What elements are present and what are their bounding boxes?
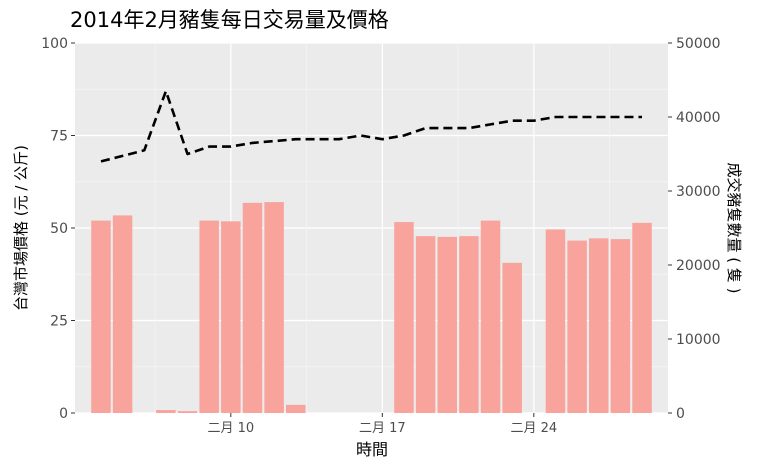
- right-tick-label: 0: [676, 406, 685, 422]
- x-tick-label: 二月 24: [510, 421, 557, 436]
- x-tick-label: 二月 17: [359, 421, 406, 436]
- bar: [632, 222, 652, 413]
- right-tick-label: 20000: [676, 258, 721, 274]
- bar: [437, 236, 457, 413]
- chart-title: 2014年2月豬隻每日交易量及價格: [70, 8, 389, 32]
- bar: [589, 238, 609, 413]
- bar: [286, 404, 306, 413]
- right-y-axis: 0 10000 20000 30000 40000 50000: [668, 36, 721, 422]
- bar: [415, 236, 436, 413]
- right-tick-label: 30000: [676, 184, 721, 200]
- bar: [242, 202, 263, 413]
- left-y-axis-label: 台灣市場價格 (元 / 公斤): [12, 145, 30, 311]
- x-tick-label: 二月 10: [207, 421, 254, 436]
- left-tick-label: 0: [59, 406, 68, 422]
- x-axis: 二月 10 二月 17 二月 24: [207, 413, 557, 436]
- left-y-axis: 0 25 50 75 100: [41, 36, 75, 422]
- x-axis-label: 時間: [356, 440, 388, 459]
- left-tick-label: 50: [50, 221, 68, 237]
- bar: [394, 222, 414, 413]
- left-tick-label: 25: [50, 314, 68, 330]
- bar: [545, 229, 566, 413]
- right-tick-label: 40000: [676, 110, 721, 126]
- bar: [459, 236, 479, 413]
- bar-series: [91, 202, 652, 413]
- right-y-axis-label: 成交豬隻數量 ( 隻 ): [725, 162, 743, 293]
- right-tick-label: 50000: [676, 36, 721, 52]
- left-tick-label: 100: [41, 36, 68, 52]
- bar: [112, 215, 133, 413]
- left-tick-label: 75: [50, 129, 68, 145]
- bar: [264, 202, 284, 413]
- bar: [610, 239, 631, 413]
- bar: [567, 240, 587, 413]
- bar: [480, 220, 501, 413]
- right-tick-label: 10000: [676, 332, 721, 348]
- bar: [177, 411, 198, 413]
- bar: [156, 410, 176, 413]
- bar: [199, 220, 219, 413]
- bar: [91, 220, 111, 413]
- bar: [221, 221, 241, 413]
- bar: [502, 262, 522, 413]
